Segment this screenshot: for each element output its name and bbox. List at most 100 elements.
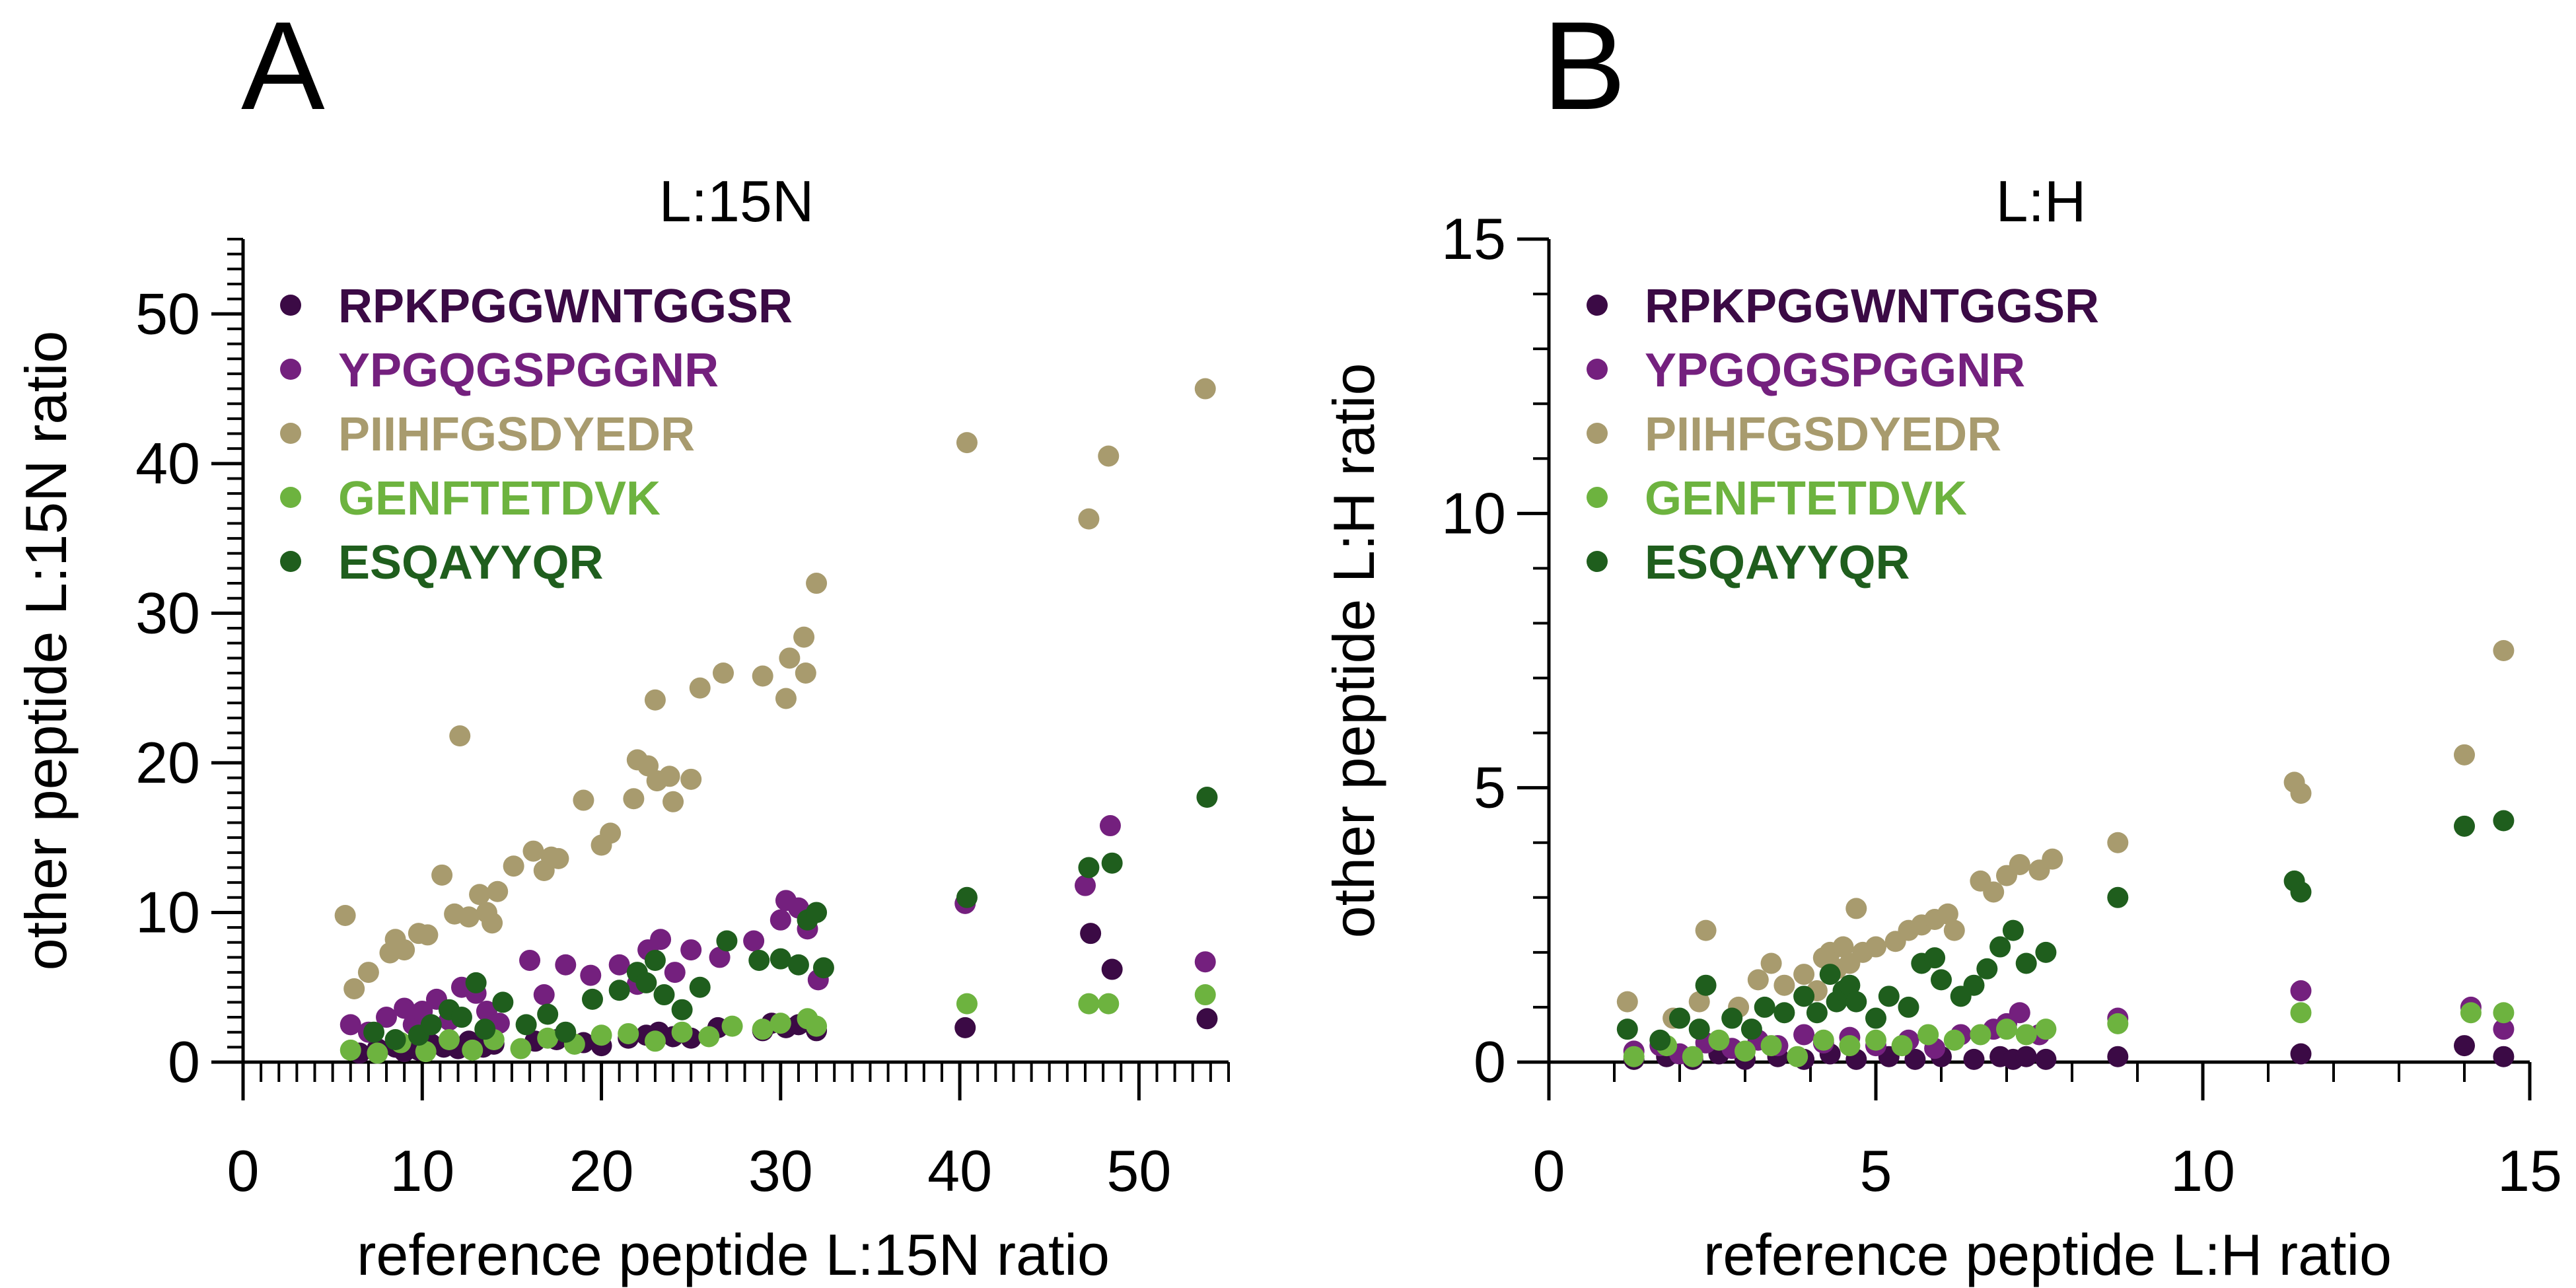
- panel-a-point-series-2: [394, 997, 415, 1019]
- panel-b-point-series-3: [1865, 936, 1886, 958]
- panel-b-x-tick-label: 15: [2497, 1138, 2562, 1203]
- panel-b-point-series-3: [2042, 848, 2063, 870]
- panel-b-point-series-5: [1878, 985, 1900, 1007]
- panel-b-axes: 0 5 10 15 0 5 10 15: [1441, 206, 2562, 1203]
- panel-a-legend-label: ESQAYYQR: [338, 536, 603, 589]
- panel-a-point-series-3: [1078, 508, 1100, 530]
- panel-b-legend-label: PIIHFGSDYEDR: [1645, 408, 2001, 461]
- panel-a-point-series-2: [580, 964, 602, 986]
- panel-b-point-series-5: [1819, 964, 1841, 985]
- panel-a-point-series-4: [462, 1039, 483, 1061]
- panel-b-legend-marker: [1587, 487, 1608, 508]
- panel-a-point-series-2: [376, 1007, 398, 1028]
- panel-a-point-series-4: [340, 1039, 361, 1061]
- panel-a-point-series-3: [548, 847, 569, 869]
- panel-a-point-series-2: [680, 939, 702, 961]
- panel-a-point-series-2: [743, 930, 765, 952]
- panel-a-point-series-2: [1099, 815, 1121, 837]
- panel-b-point-series-1: [2035, 1048, 2057, 1070]
- panel-a-point-series-5: [515, 1014, 537, 1036]
- panel-a-point-series-3: [458, 906, 480, 928]
- panel-a-legend-label: YPGQGSPGGNR: [338, 344, 719, 397]
- panel-a-point-series-5: [956, 886, 978, 908]
- panel-b-point-series-5: [1865, 1007, 1886, 1029]
- panel-a-point-series-4: [721, 1015, 743, 1037]
- panel-a-point-series-5: [537, 1003, 559, 1025]
- panel-b-x-tick-label: 10: [2170, 1138, 2235, 1203]
- panel-a-point-series-5: [1078, 857, 1100, 878]
- panel-b-point-series-4: [1735, 1040, 1756, 1062]
- panel-b-point-series-4: [1917, 1024, 1939, 1046]
- panel-a-point-series-3: [779, 647, 801, 669]
- panel-b-point-series-4: [2493, 1002, 2515, 1024]
- panel-a-legend-label: GENFTETDVK: [338, 472, 661, 525]
- panel-a-point-series-5: [716, 930, 738, 952]
- panel-a-point-series-3: [752, 665, 773, 687]
- panel-a-point-series-3: [482, 912, 503, 934]
- panel-a-y-tick-label: 30: [135, 580, 200, 645]
- panel-b-point-series-5: [1688, 1019, 1710, 1040]
- panel-a-point-series-5: [1101, 852, 1123, 874]
- panel-a-point-series-5: [474, 1019, 496, 1040]
- panel-b: B L:H 0 5 10 15 0 5 10 15 RPKPGGWNTGGSR YPGQGSPG…: [1321, 0, 2562, 1287]
- panel-a-point-series-4: [769, 1013, 791, 1034]
- panel-a-point-series-3: [1098, 445, 1120, 467]
- panel-a-point-series-3: [343, 978, 365, 999]
- panel-b-point-series-3: [2009, 853, 2030, 875]
- panel-a-x-tick-label: 40: [927, 1138, 992, 1203]
- panel-a-point-series-4: [1078, 993, 1100, 1015]
- panel-a-point-series-5: [555, 1021, 577, 1043]
- panel-a-point-series-4: [590, 1024, 612, 1046]
- panel-b-point-series-3: [1688, 991, 1710, 1013]
- panel-b-x-axis-label: reference peptide L:H ratio: [1703, 1222, 2392, 1287]
- panel-b-legend-label: ESQAYYQR: [1645, 536, 1910, 589]
- panel-b-point-series-4: [2460, 1002, 2482, 1024]
- panel-b-point-series-3: [1747, 969, 1769, 991]
- panel-a-point-series-3: [956, 432, 978, 454]
- panel-b-point-series-3: [1695, 919, 1717, 941]
- panel-a-point-series-5: [1196, 787, 1218, 808]
- panel-a-point-series-2: [340, 1014, 361, 1036]
- panel-a-point-series-5: [689, 976, 711, 998]
- panel-b-legend-label: RPKPGGWNTGGSR: [1645, 280, 2099, 333]
- panel-a-legend-marker: [280, 295, 301, 316]
- panel-b-point-series-5: [1649, 1029, 1671, 1051]
- panel-a-point-series-3: [795, 662, 816, 684]
- panel-b-point-series-5: [1793, 985, 1815, 1007]
- panel-a-point-series-4: [1098, 993, 1120, 1015]
- panel-b-point-series-3: [2493, 640, 2515, 661]
- panel-b-legend: RPKPGGWNTGGSR YPGQGSPGGNR PIIHFGSDYEDR GENF…: [1587, 280, 2099, 589]
- panel-b-legend-marker: [1587, 423, 1608, 444]
- panel-b-point-series-5: [2493, 810, 2515, 832]
- panel-a-x-tick-label: 20: [569, 1138, 634, 1203]
- panel-a-point-series-2: [1194, 951, 1216, 973]
- panel-a-point-series-1: [1101, 958, 1123, 980]
- panel-b-point-series-5: [1721, 1007, 1743, 1029]
- panel-a-x-tick-label: 30: [748, 1138, 813, 1203]
- panel-a-legend: RPKPGGWNTGGSR YPGQGSPGGNR PIIHFGSDYEDR GENF…: [280, 280, 793, 589]
- panel-b-point-series-5: [2454, 815, 2475, 837]
- panel-a-legend-marker: [280, 359, 301, 380]
- panel-a-point-series-5: [671, 999, 693, 1020]
- panel-b-point-series-3: [1937, 903, 1958, 925]
- panel-a-point-series-4: [537, 1027, 559, 1049]
- panel-b-point-series-4: [1760, 1035, 1782, 1057]
- panel-a-point-series-5: [769, 948, 791, 970]
- panel-a-point-series-3: [600, 822, 622, 844]
- panel-a-point-series-4: [698, 1026, 720, 1048]
- panel-a-point-series-5: [608, 980, 630, 1001]
- panel-b-point-series-5: [1773, 1002, 1795, 1024]
- panel-a-point-series-3: [394, 939, 415, 961]
- panel-a-point-series-5: [384, 1029, 406, 1051]
- panel-b-point-series-5: [1845, 991, 1867, 1013]
- panel-b-point-series-4: [2015, 1024, 2037, 1046]
- panel-b-point-series-4: [1943, 1029, 1965, 1051]
- panel-a-y-tick-label: 40: [135, 431, 200, 496]
- panel-b-point-series-4: [1682, 1046, 1703, 1067]
- panel-b-point-series-2: [2290, 980, 2312, 1002]
- panel-a-point-series-2: [533, 984, 555, 1006]
- panel-b-point-series-5: [1931, 969, 1952, 991]
- panel-b-x-tick-label: 0: [1533, 1138, 1565, 1203]
- panel-b-y-tick-label: 5: [1474, 755, 1506, 820]
- panel-a-point-series-5: [812, 957, 834, 979]
